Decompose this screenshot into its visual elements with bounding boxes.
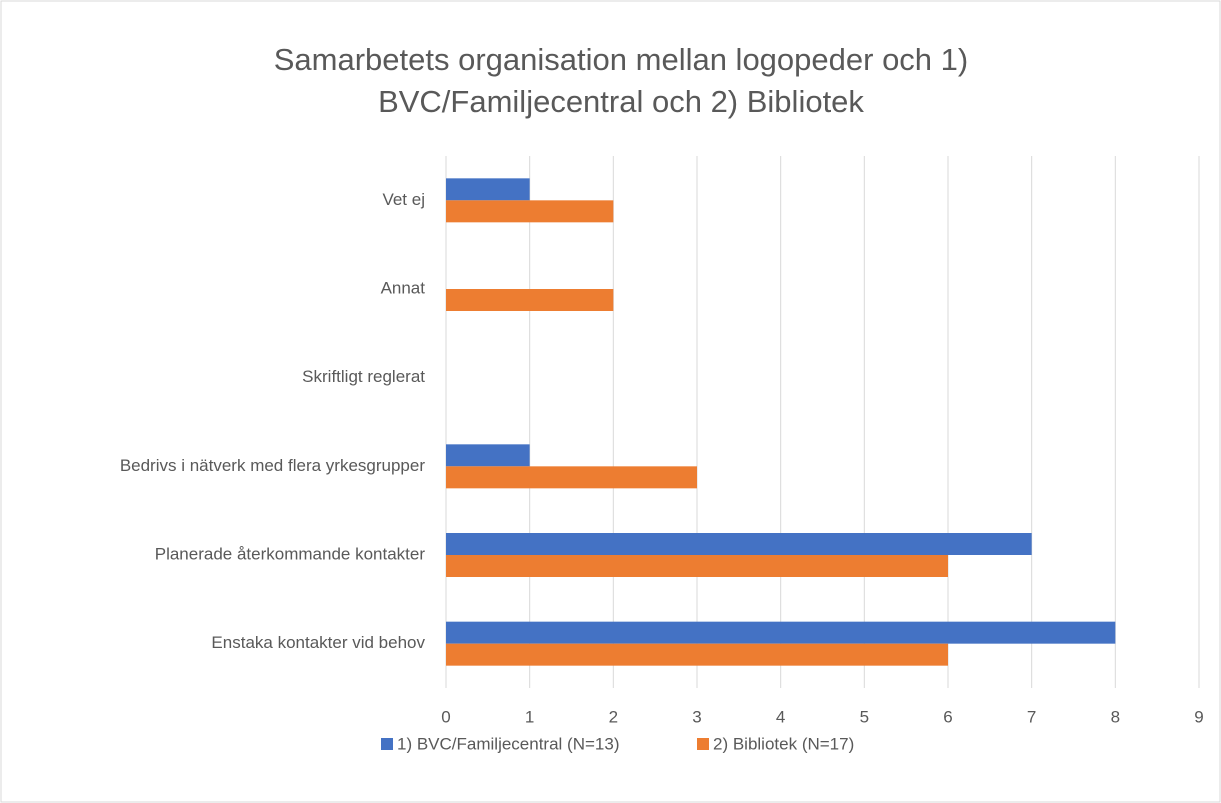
- bar: [446, 555, 948, 577]
- bar: [446, 621, 1116, 644]
- legend-label: 2) Bibliotek (N=17): [713, 734, 854, 753]
- legend-swatch: [381, 738, 393, 750]
- x-tick-label: 5: [860, 707, 869, 726]
- y-tick-label: Bedrivs i nätverk med flera yrkesgrupper: [120, 456, 426, 475]
- x-tick-label: 6: [943, 707, 952, 726]
- x-tick-label: 2: [609, 707, 618, 726]
- legend-swatch: [697, 738, 709, 750]
- bar: [446, 643, 948, 666]
- x-tick-label: 4: [776, 707, 785, 726]
- y-tick-label: Skriftligt reglerat: [302, 367, 425, 386]
- chart-title: Samarbetets organisation mellan logopede…: [274, 42, 968, 77]
- x-tick-label: 7: [1027, 707, 1036, 726]
- bar: [446, 178, 530, 201]
- chart-title: BVC/Familjecentral och 2) Bibliotek: [378, 84, 864, 119]
- x-tick-label: 1: [525, 707, 534, 726]
- x-tick-label: 9: [1194, 707, 1203, 726]
- y-tick-label: Planerade återkommande kontakter: [155, 544, 426, 563]
- legend-label: 1) BVC/Familjecentral (N=13): [397, 734, 620, 753]
- x-tick-label: 3: [692, 707, 701, 726]
- x-tick-label: 0: [441, 707, 450, 726]
- y-tick-label: Vet ej: [382, 190, 425, 209]
- y-tick-label: Annat: [381, 278, 426, 297]
- bar: [446, 444, 530, 467]
- bar: [446, 289, 614, 311]
- bar: [446, 466, 697, 489]
- bar: [446, 533, 1032, 555]
- x-tick-label: 8: [1111, 707, 1120, 726]
- bar: [446, 200, 614, 223]
- y-tick-label: Enstaka kontakter vid behov: [211, 633, 425, 652]
